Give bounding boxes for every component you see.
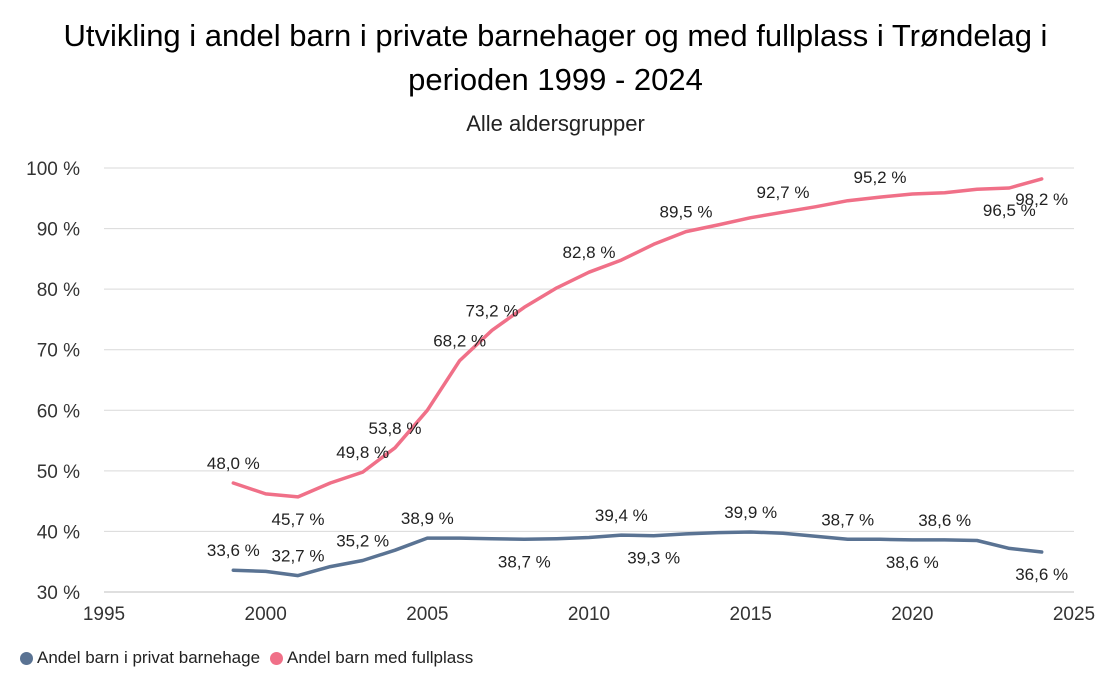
x-tick-label: 2025 xyxy=(1053,604,1095,625)
data-label: 35,2 % xyxy=(336,532,389,551)
legend-label-privat: Andel barn i privat barnehage xyxy=(37,648,261,667)
legend-swatch-fullplass xyxy=(270,651,284,665)
x-tick-label: 2000 xyxy=(245,604,287,625)
series-line-0 xyxy=(231,530,1044,578)
data-label: 38,6 % xyxy=(918,511,971,530)
data-label: 53,8 % xyxy=(369,419,422,438)
data-label: 38,6 % xyxy=(886,553,939,572)
legend-swatch-privat xyxy=(20,651,33,665)
x-tick-label: 1995 xyxy=(83,604,125,625)
y-tick-label: 90 % xyxy=(37,220,80,241)
data-label: 89,5 % xyxy=(660,203,713,222)
legend-item-fullplass: Andel barn med fullplass xyxy=(270,648,473,668)
legend-item-privat: Andel barn i privat barnehage xyxy=(20,648,260,668)
chart-subtitle: Alle aldersgrupper xyxy=(466,111,645,136)
data-label: 48,0 % xyxy=(207,454,260,473)
data-label: 38,7 % xyxy=(498,552,551,571)
data-label: 49,8 % xyxy=(336,443,389,462)
chart-title: Utvikling i andel barn i private barneha… xyxy=(63,18,1048,97)
data-label: 32,7 % xyxy=(272,547,325,566)
y-tick-label: 30 % xyxy=(37,583,80,604)
data-label: 39,4 % xyxy=(595,506,648,525)
legend-label-fullplass: Andel barn med fullplass xyxy=(287,648,474,667)
y-tick-label: 100 % xyxy=(26,159,80,180)
data-label: 36,6 % xyxy=(1015,565,1068,584)
data-label: 39,9 % xyxy=(724,503,777,522)
y-tick-label: 40 % xyxy=(37,522,80,543)
data-label: 96,5 % xyxy=(983,201,1036,220)
data-label: 95,2 % xyxy=(854,168,907,187)
x-tick-label: 2020 xyxy=(891,604,933,625)
x-tick-label: 2015 xyxy=(730,604,772,625)
legend: Andel barn i privat barnehage Andel barn… xyxy=(20,648,483,668)
y-tick-label: 80 % xyxy=(37,280,80,301)
data-label: 98,2 % xyxy=(1015,190,1068,209)
data-label: 38,7 % xyxy=(821,510,874,529)
data-label: 38,9 % xyxy=(401,509,454,528)
y-tick-label: 50 % xyxy=(37,462,80,483)
data-label: 39,3 % xyxy=(627,549,680,568)
x-tick-label: 2005 xyxy=(406,604,448,625)
data-label: 73,2 % xyxy=(466,301,519,320)
data-label: 92,7 % xyxy=(757,183,810,202)
data-label: 82,8 % xyxy=(563,243,616,262)
data-label: 68,2 % xyxy=(433,332,486,351)
y-tick-label: 70 % xyxy=(37,341,80,362)
y-tick-label: 60 % xyxy=(37,401,80,422)
series-line-1 xyxy=(231,177,1044,499)
data-label: 33,6 % xyxy=(207,541,260,560)
line-chart: 30 % 40 % 50 % 60 % 70 % 80 % 90 % 100 % 1995 200… xyxy=(26,159,1095,625)
x-tick-label: 2010 xyxy=(568,604,610,625)
data-label: 45,7 % xyxy=(272,510,325,529)
